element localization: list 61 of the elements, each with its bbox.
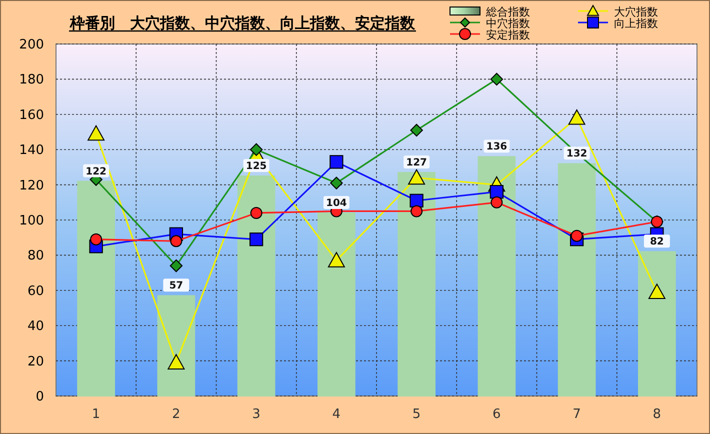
data-label: 127 (406, 157, 428, 168)
x-tick-label: 7 (572, 407, 581, 422)
point (170, 259, 183, 272)
data-label: 125 (246, 161, 267, 172)
point (568, 109, 586, 125)
chart-title: 枠番別 大穴指数、中穴指数、向上指数、安定指数 (69, 14, 416, 32)
y-tick-label: 160 (19, 108, 44, 123)
bar (478, 156, 516, 396)
point (168, 354, 185, 370)
point (490, 185, 504, 199)
legend-label: 大穴指数 (614, 6, 658, 18)
point (490, 72, 504, 86)
y-tick-label: 20 (27, 354, 44, 370)
y-tick-label: 120 (19, 178, 44, 194)
bar (398, 172, 436, 396)
bar (237, 176, 276, 396)
point (250, 143, 263, 156)
y-tick-label: 100 (19, 214, 44, 228)
y-tick-label: 40 (27, 319, 44, 334)
point (410, 194, 424, 208)
legend-label: 向上指数 (614, 17, 658, 30)
x-tick-label: 1 (92, 407, 100, 422)
legend-label: 総合指数 (485, 6, 530, 18)
x-tick-label: 8 (652, 407, 662, 422)
point (410, 205, 423, 218)
data-label: 104 (326, 198, 347, 209)
y-tick-label: 180 (19, 72, 44, 88)
bar (77, 180, 115, 396)
point (249, 232, 264, 246)
point (170, 235, 182, 248)
y-tick-label: 60 (27, 284, 44, 299)
bar (558, 163, 596, 396)
data-label: 57 (169, 280, 184, 292)
x-tick-label: 6 (492, 407, 501, 422)
y-tick-label: 200 (19, 38, 44, 52)
legend-label: 安定指数 (486, 28, 530, 42)
y-tick-label: 0 (36, 390, 44, 404)
bar (638, 251, 676, 396)
bar (157, 295, 196, 396)
point (330, 155, 344, 169)
point (490, 196, 503, 208)
x-tick-label: 5 (412, 407, 421, 422)
point (328, 252, 345, 268)
x-tick-label: 4 (332, 407, 341, 422)
point (330, 176, 343, 190)
data-label: 82 (650, 236, 664, 248)
point (408, 169, 426, 185)
point (648, 284, 666, 300)
point (90, 233, 102, 246)
x-tick-label: 2 (172, 407, 180, 422)
data-label: 122 (86, 166, 107, 178)
x-tick-label: 3 (252, 407, 260, 422)
bar (318, 212, 356, 396)
point (410, 124, 423, 137)
legend-label: 中穴指数 (486, 17, 530, 30)
point (88, 125, 105, 141)
y-tick-label: 80 (27, 248, 44, 264)
point (250, 206, 262, 219)
y-tick-label: 140 (19, 143, 44, 158)
data-label: 136 (486, 142, 508, 153)
point (570, 230, 583, 242)
